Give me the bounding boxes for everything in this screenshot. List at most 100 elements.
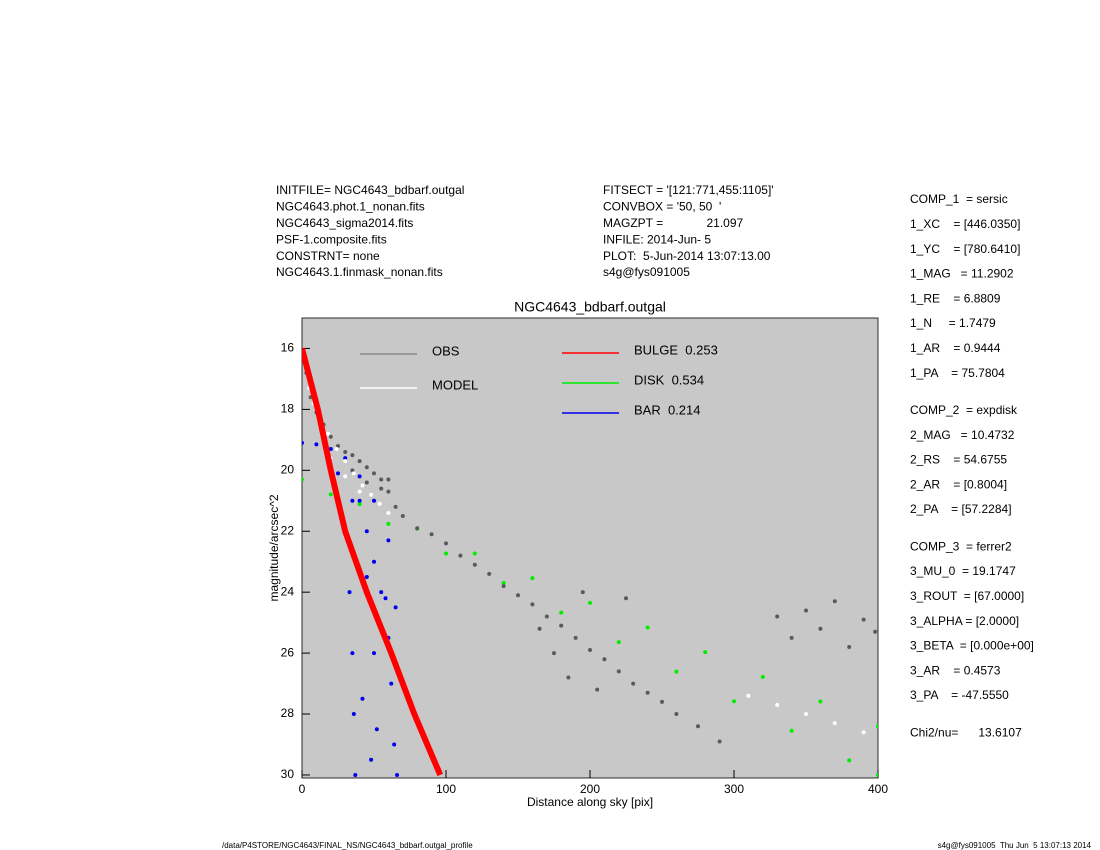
data-point — [602, 657, 607, 662]
header-line: NGC4643_sigma2014.fits — [276, 216, 413, 230]
fit-parameter: 3_ROUT = [67.0000] — [910, 589, 1024, 603]
fit-parameter: 1_YC = [780.6410] — [910, 242, 1020, 256]
data-point — [357, 498, 362, 503]
data-point — [350, 498, 355, 503]
data-point — [616, 669, 621, 674]
fit-parameter: 1_PA = 75.7804 — [910, 366, 1005, 380]
data-point — [351, 712, 356, 717]
data-point — [537, 626, 542, 631]
data-point — [325, 431, 330, 436]
data-point — [674, 712, 679, 717]
fit-parameter: 1_XC = [446.0350] — [910, 217, 1020, 231]
data-point — [530, 576, 535, 581]
data-point — [351, 471, 356, 476]
data-point — [372, 498, 376, 503]
data-point — [645, 625, 650, 630]
data-point — [804, 712, 808, 717]
data-point — [328, 434, 333, 439]
data-point — [302, 440, 304, 445]
data-point — [350, 453, 355, 458]
fit-parameter: 1_N = 1.7479 — [910, 316, 996, 330]
x-tick-label: 300 — [724, 782, 744, 796]
data-point — [616, 640, 621, 645]
data-point — [674, 669, 679, 674]
data-point — [357, 459, 362, 464]
data-point — [847, 758, 852, 763]
y-tick-label: 18 — [281, 402, 295, 416]
y-tick-label: 16 — [281, 341, 295, 355]
data-point — [775, 702, 780, 707]
data-point — [873, 629, 878, 634]
y-axis-label: magnitude/arcsec^2 — [267, 494, 281, 601]
data-point — [343, 474, 348, 479]
data-point — [364, 465, 369, 470]
data-point — [876, 724, 878, 729]
y-tick-label: 20 — [281, 462, 295, 476]
x-axis-label: Distance along sky [pix] — [527, 795, 653, 809]
data-point — [444, 541, 448, 546]
data-point — [372, 471, 376, 476]
legend-label: OBS — [432, 343, 460, 358]
fit-parameter: 1_MAG = 11.2902 — [910, 267, 1014, 281]
data-point — [472, 562, 477, 567]
data-point — [379, 486, 384, 491]
data-point — [624, 596, 628, 601]
x-tick-label: 400 — [868, 782, 888, 796]
data-point — [544, 614, 549, 619]
header-line: CONSTRNT= none — [276, 249, 380, 263]
data-point — [861, 617, 866, 622]
data-point — [386, 489, 391, 494]
data-point — [530, 602, 535, 607]
data-point — [350, 468, 355, 473]
data-point — [336, 443, 340, 448]
data-point — [501, 581, 506, 586]
data-point — [374, 727, 379, 732]
fit-parameter: 3_PA = -47.5550 — [910, 688, 1009, 702]
data-point — [372, 651, 376, 656]
footer-path: /data/P4STORE/NGC4643/FINAL_NS/NGC4643_b… — [222, 841, 473, 850]
legend-label: BULGE 0.253 — [634, 342, 718, 357]
fit-parameter: COMP_1 = sersic — [910, 192, 1008, 206]
fit-parameter: 2_MAG = 10.4732 — [910, 428, 1015, 442]
data-point — [364, 529, 369, 534]
data-point — [357, 502, 362, 507]
fit-parameter: 3_ALPHA = [2.0000] — [910, 614, 1019, 628]
data-point — [832, 721, 837, 726]
data-point — [379, 477, 384, 482]
data-point — [487, 571, 492, 576]
data-point — [392, 742, 397, 747]
data-point — [703, 650, 708, 655]
data-point — [386, 510, 391, 515]
fit-parameter: 1_AR = 0.9444 — [910, 341, 1001, 355]
data-point — [861, 730, 866, 735]
fit-parameter: 2_AR = [0.8004] — [910, 477, 1007, 491]
plot-area — [301, 317, 879, 779]
x-tick-label: 200 — [580, 782, 600, 796]
data-point — [516, 593, 520, 598]
data-point — [386, 521, 391, 526]
data-point — [595, 687, 600, 692]
data-point — [369, 757, 374, 762]
fit-parameter: 3_BETA = [0.000e+00] — [910, 639, 1034, 653]
data-point — [393, 605, 398, 610]
data-point — [372, 559, 376, 564]
data-point — [360, 483, 365, 488]
y-tick-label: 26 — [281, 645, 295, 659]
fit-parameter: 3_MU_0 = 19.1747 — [910, 564, 1016, 578]
y-tick-label: 24 — [281, 584, 295, 598]
fit-parameter: 1_RE = 6.8809 — [910, 291, 1001, 305]
y-tick-label: 22 — [281, 523, 295, 537]
plot-marks — [302, 347, 878, 777]
data-point — [472, 551, 477, 556]
data-point — [369, 492, 374, 497]
header-line: NGC4643.phot.1_nonan.fits — [276, 200, 425, 214]
bulge-line — [302, 347, 444, 777]
data-point — [696, 724, 700, 729]
data-point — [328, 446, 333, 451]
data-point — [389, 681, 394, 686]
fit-parameter: 2_RS = 54.6755 — [910, 453, 1007, 467]
data-point — [588, 648, 592, 653]
data-point — [360, 696, 365, 701]
chart-title: NGC4643_bdbarf.outgal — [514, 299, 666, 315]
data-point — [395, 772, 400, 777]
